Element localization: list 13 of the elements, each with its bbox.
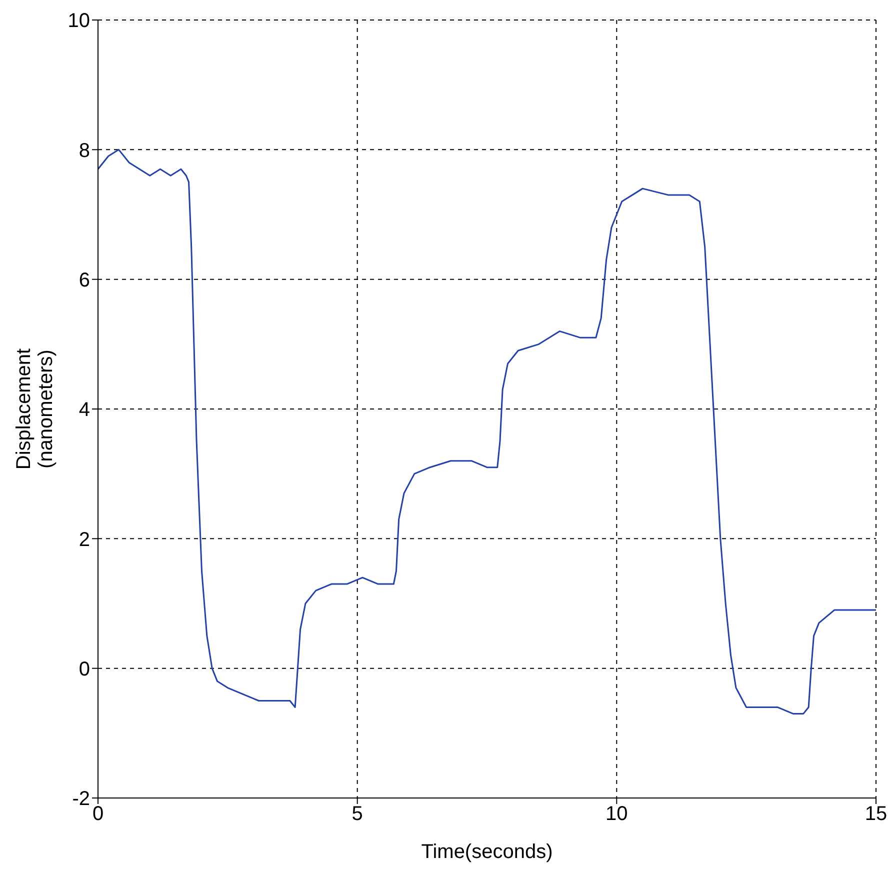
y-tick-label: 6 [78,269,90,292]
y-axis-title: Displacement (nanometers) [13,348,57,470]
y-tick-label: 2 [78,528,90,551]
x-tick-label: 10 [606,803,628,826]
y-tick-label: 8 [78,140,90,162]
x-axis-title: Time(seconds) [421,841,553,863]
y-tick-label: -2 [72,788,90,810]
y-tick-label: 4 [78,399,90,422]
y-tick-label: 10 [68,10,90,32]
x-tick-label: 15 [864,803,888,826]
x-tick-label: 5 [352,803,363,826]
y-tick-label: 0 [78,658,90,680]
line-series [98,148,876,714]
